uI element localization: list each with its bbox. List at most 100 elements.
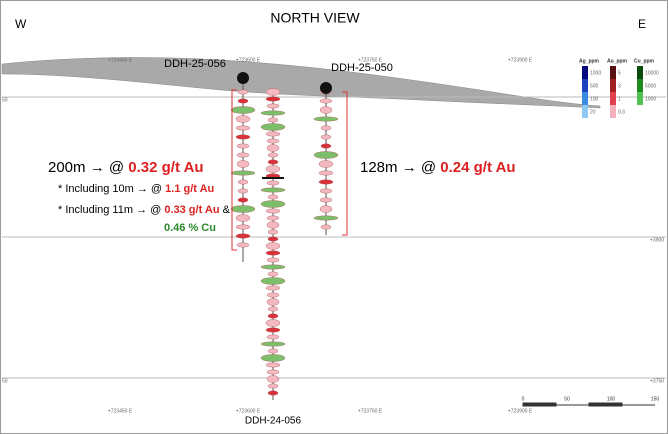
assay-interval (260, 341, 286, 347)
elevation-label: 50 (2, 378, 8, 384)
grade: 0.33 g/t Au (164, 204, 219, 216)
assay-interval (320, 143, 332, 149)
easting-label: +723600 E (236, 57, 261, 63)
assay-interval (266, 180, 280, 186)
topography (1, 57, 601, 109)
easting-label: +723900 E (508, 57, 533, 63)
assay-interval (260, 123, 286, 131)
assay-interval (235, 233, 251, 239)
assay-interval (267, 383, 279, 389)
legend-value: 500 (590, 83, 599, 89)
scale-label: 50 (564, 396, 570, 402)
assay-interval (319, 106, 333, 114)
elevation-label: 50 (2, 97, 8, 103)
easting-label: +723600 E (236, 408, 261, 414)
assay-interval (230, 170, 256, 176)
assay-interval (318, 160, 334, 168)
assay-interval (319, 188, 333, 194)
assay-interval (266, 221, 280, 229)
assay-interval (236, 152, 250, 158)
assay-interval (236, 242, 250, 248)
assay-interval (267, 390, 279, 396)
assay-interval (266, 375, 280, 383)
assay-interval (236, 160, 250, 168)
grade: 0.24 g/t Au (440, 159, 515, 176)
easting-label: +723450 E (108, 57, 133, 63)
assay-interval (237, 188, 249, 194)
intercept-text: * Including 11m → @ 0.33 g/t Au & (58, 204, 231, 216)
elevation-label: +3750 (650, 378, 664, 384)
assay-interval (265, 319, 281, 327)
legend-swatch (582, 105, 588, 118)
assay-interval (267, 348, 279, 354)
assay-interval (313, 215, 339, 221)
easting-label: +723750 E (358, 57, 383, 63)
assay-interval (260, 110, 286, 116)
intercept-text: 128m → @ 0.24 g/t Au (360, 159, 516, 176)
assay-interval (236, 143, 250, 149)
legend-swatch (610, 79, 616, 92)
assay-interval (260, 187, 286, 193)
assay-interval (266, 103, 280, 109)
collar (237, 72, 249, 84)
assay-interval (235, 125, 251, 131)
assay-interval (265, 285, 281, 291)
assay-interval (319, 205, 333, 213)
assay-interval (266, 215, 280, 221)
legend-swatch (582, 66, 588, 79)
west-label: W (15, 17, 27, 31)
intercept-length: * Including 11m → @ (58, 204, 164, 216)
scale-label: 100 (607, 396, 616, 402)
legend-swatch (610, 66, 616, 79)
assay-interval (237, 179, 249, 185)
assay-interval (313, 116, 339, 122)
interval-bracket (231, 89, 237, 251)
assay-interval (313, 151, 339, 159)
intercept-text: 200m → @ 0.32 g/t Au (48, 159, 204, 176)
assay-interval (266, 292, 280, 298)
assay-interval (266, 257, 280, 263)
assay-interval (237, 89, 249, 95)
intercept-length: 200m → @ (48, 159, 128, 176)
legend-value: 5000 (645, 83, 656, 89)
assay-interval (267, 152, 279, 158)
assay-interval (267, 236, 279, 242)
east-label: E (638, 17, 646, 31)
grade: 0.46 % Cu (164, 222, 216, 234)
assay-interval (267, 117, 279, 123)
intercept-text: * Including 10m → @ 1.1 g/t Au (58, 183, 214, 195)
assay-interval (320, 125, 332, 131)
assay-interval (266, 334, 280, 340)
legend-header: Cu_ppm (634, 58, 655, 64)
hole-label: DDH-25-056 (164, 58, 226, 70)
assay-interval (319, 98, 333, 104)
legend-value: 3 (618, 83, 621, 89)
legend-swatch (637, 66, 643, 79)
scale-bar (522, 402, 655, 407)
assay-interval (237, 98, 249, 104)
assay-interval (260, 354, 286, 362)
assay-interval (237, 197, 249, 203)
assay-interval (320, 134, 332, 140)
drill-holes (230, 72, 339, 400)
assay-interval (265, 88, 281, 96)
assay-interval (260, 200, 286, 208)
assay-interval (267, 159, 279, 165)
assay-interval (267, 194, 279, 200)
intercept-length: 128m → @ (360, 159, 440, 176)
legend-value: 1000 (590, 70, 601, 76)
legend-swatch (637, 92, 643, 105)
legend: Ag_ppm 1000 500 100 20 Au_ppm 5 3 1 0.3 Cu_ppm 1000… (579, 58, 659, 118)
legend-value: 1000 (645, 96, 656, 102)
elevation-label: +3900 (650, 237, 664, 243)
legend-value: 10000 (645, 70, 659, 76)
assay-interval (265, 165, 281, 173)
legend-value: 1 (618, 96, 621, 102)
hole-label: DDH-25-050 (331, 62, 393, 74)
assay-interval (267, 306, 279, 312)
legend-swatch (582, 79, 588, 92)
legend-value: 100 (590, 96, 599, 102)
scale-segment (522, 402, 557, 407)
scale-label: 0 (522, 396, 525, 402)
section-lines (2, 96, 666, 379)
